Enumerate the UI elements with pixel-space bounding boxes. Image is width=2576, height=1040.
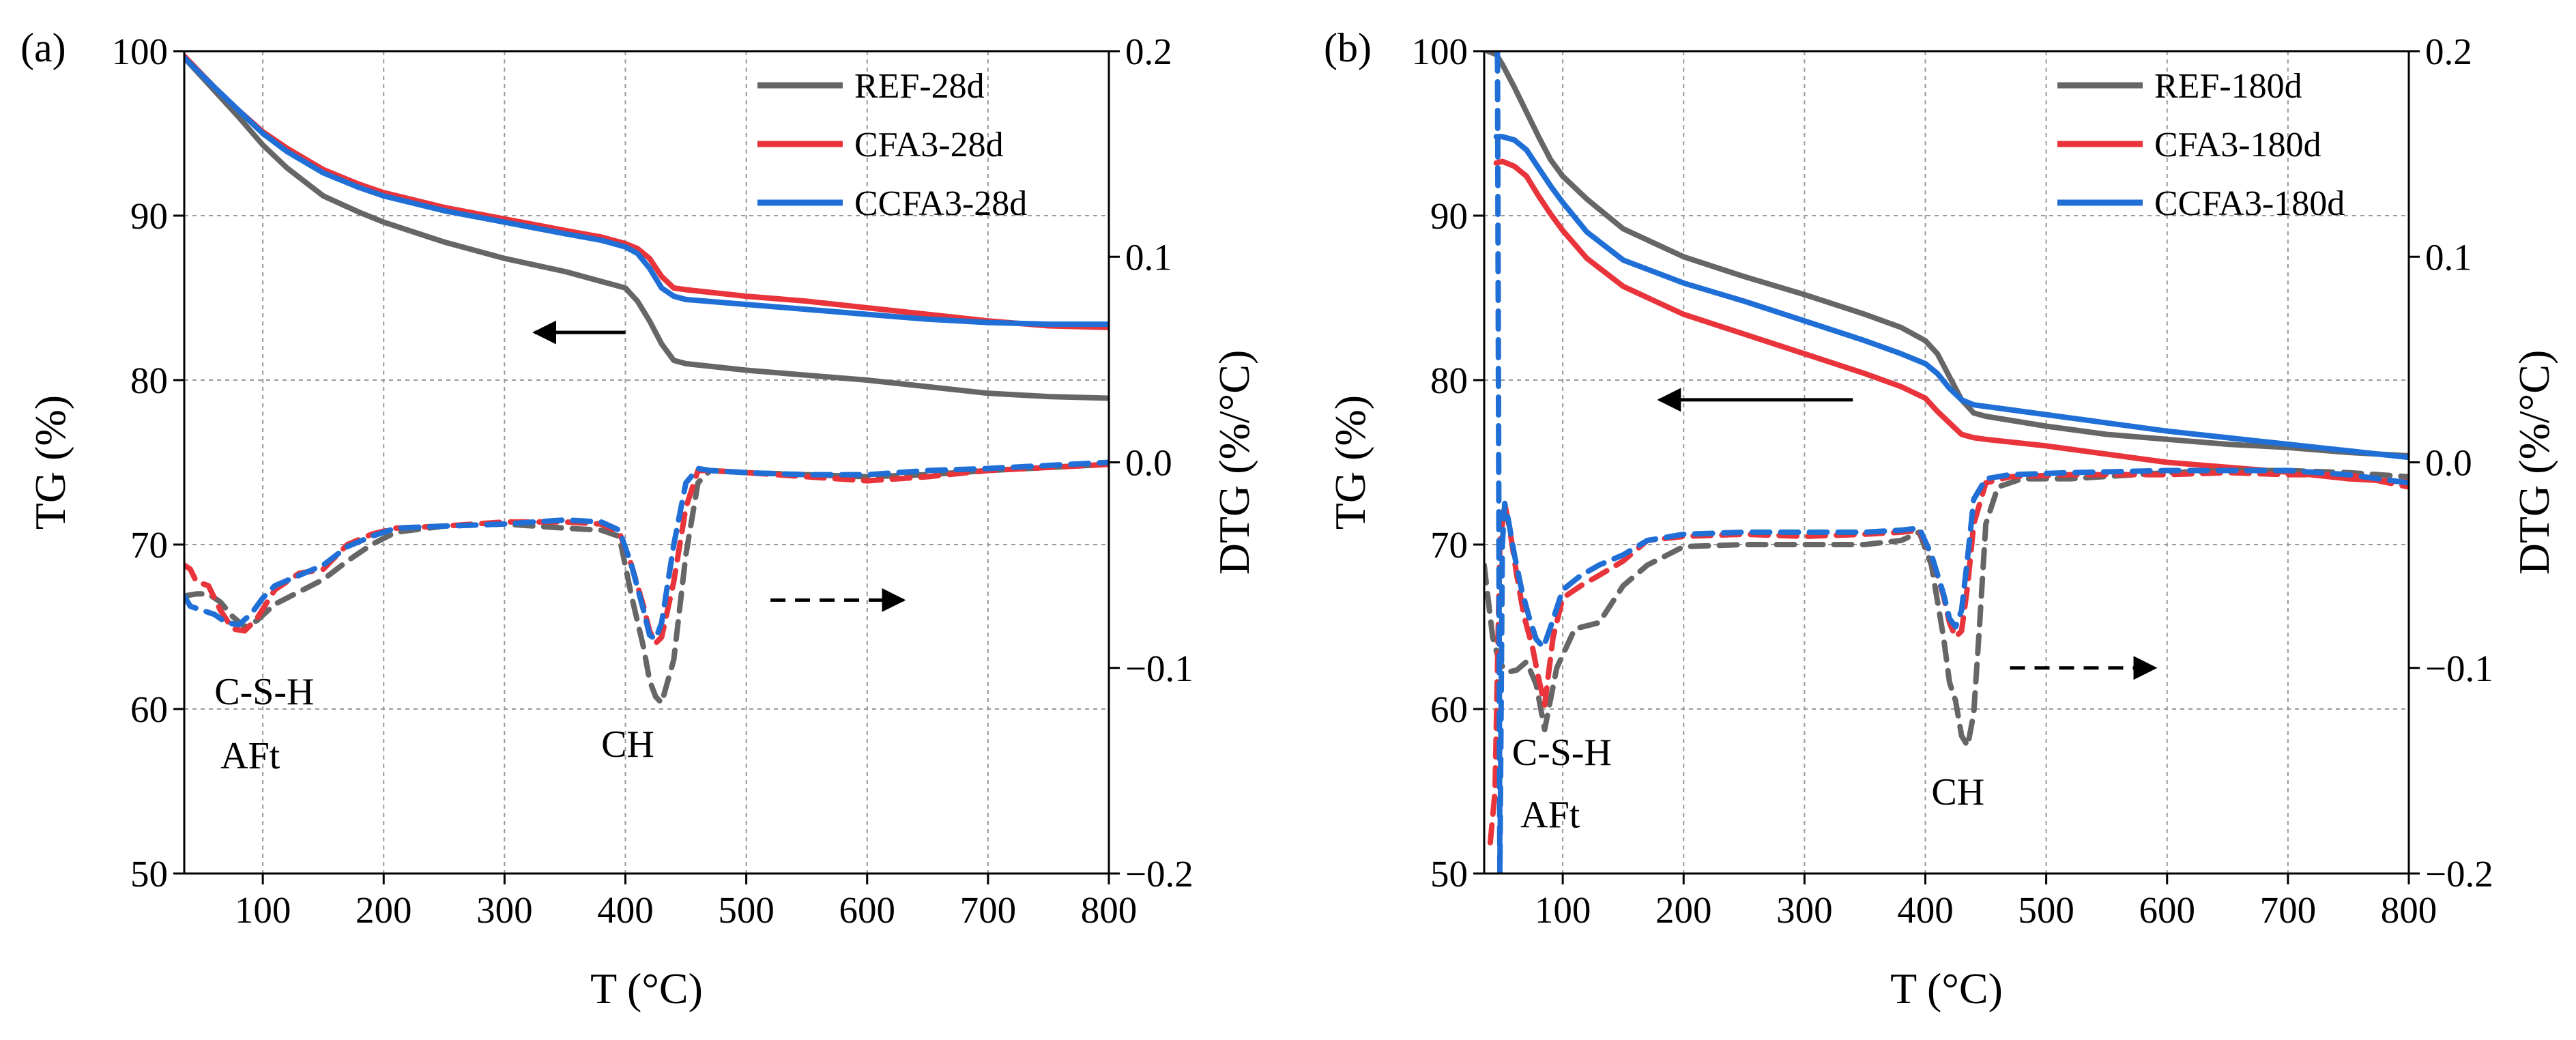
x-tick-label: 500 [2018,889,2074,931]
y-axis-label: TG (%) [26,395,74,530]
x-tick-label: 400 [1897,889,1954,931]
panel-b: 100 200 300 400 500 600 700 800 50 60 70 80 90 100 −0.… [1324,25,2558,1013]
y2-axis-label: DTG (%/°C) [1210,350,1258,575]
y-tick-label: 80 [130,360,168,401]
panel-label: (b) [1324,25,1372,70]
x-axis-label: T (°C) [1890,964,2003,1013]
y-tick-label: 70 [130,524,168,566]
series-line-ref-180d [1485,51,2409,459]
series-line-ccfa3-28d [184,55,1109,328]
y-tick-label: 100 [112,31,169,72]
y2-tick-label: 0.2 [1125,31,1172,72]
y-tick-label: 60 [130,689,168,730]
y2-tick-label: −0.2 [1125,853,1193,895]
series-line-ccfa3-180d [1493,134,2409,461]
y2-tick-label: −0.2 [2425,853,2493,895]
annotation-label: CH [601,723,654,766]
series-line-cfa3-180d [1493,158,2409,485]
y2-tick-label: 0.1 [2425,236,2472,278]
x-tick-label: 700 [960,889,1017,931]
x-tick-label: 100 [1535,889,1591,931]
series-line-cfa3-28d-dtg [184,461,1109,646]
y2-tick-label: −0.1 [1125,648,1193,689]
y2-tick-label: 0.0 [1125,442,1172,484]
y2-tick-label: 0.2 [2425,31,2472,72]
series-group [184,53,1109,706]
y2-axis-label: DTG (%/°C) [2510,350,2558,575]
x-tick-label: 700 [2260,889,2317,931]
series-group [1484,51,2409,873]
x-tick-label: 800 [2381,889,2437,931]
series-line-ref-28d-dtg [184,461,1109,706]
panel-label: (a) [20,25,66,70]
y2-tick-label: 0.1 [1125,236,1172,278]
legend: REF-28d CFA3-28d CCFA3-28d [757,67,1027,223]
y2-tick-label: −0.1 [2425,648,2493,689]
legend-label: REF-28d [854,67,985,106]
series-line-ccfa3-180d-dtg [1494,51,2409,873]
x-tick-label: 300 [476,889,533,931]
y-tick-label: 90 [130,195,168,237]
x-tick-label: 100 [235,889,291,931]
annotation-label: CH [1931,771,1984,813]
legend-label: CFA3-180d [2154,126,2321,164]
series-line-ref-180d-dtg [1484,467,2409,749]
x-tick-label: 200 [1655,889,1712,931]
legend-label: REF-180d [2154,67,2302,106]
y-tick-label: 80 [1430,360,1468,401]
x-tick-label: 300 [1776,889,1833,931]
y-tick-label: 90 [1430,195,1468,237]
y-tick-label: 50 [1430,853,1468,895]
legend: REF-180d CFA3-180d CCFA3-180d [2057,67,2345,223]
series-line-ref-28d [184,55,1109,401]
y2-tick-label: 0.0 [2425,442,2472,484]
y-tick-label: 100 [1412,31,1468,72]
x-tick-label: 200 [356,889,412,931]
y-tick-label: 60 [1430,689,1468,730]
annotation-label: AFt [220,735,280,777]
plot-frame [1483,50,2410,875]
annotation-label: C-S-H [1512,732,1612,774]
x-tick-label: 500 [718,889,775,931]
x-axis-label: T (°C) [590,964,703,1013]
legend-label: CCFA3-180d [2154,184,2345,223]
y-tick-label: 50 [130,853,168,895]
x-tick-label: 800 [1081,889,1138,931]
annotation-label: C-S-H [214,671,314,713]
series-line-cfa3-180d-dtg [1487,470,2409,846]
annotation-label: AFt [1520,794,1580,837]
panel-a: 100 200 300 400 500 600 700 800 50 60 70 80 90 100 −0.… [20,25,1258,1013]
x-tick-label: 600 [839,889,896,931]
x-tick-label: 400 [597,889,654,931]
legend-label: CFA3-28d [854,126,1004,164]
x-tick-label: 600 [2139,889,2196,931]
y-axis-label: TG (%) [1326,395,1374,530]
series-line-ccfa3-28d-dtg [184,459,1109,642]
y-tick-label: 70 [1430,524,1468,566]
legend-label: CCFA3-28d [854,184,1027,223]
